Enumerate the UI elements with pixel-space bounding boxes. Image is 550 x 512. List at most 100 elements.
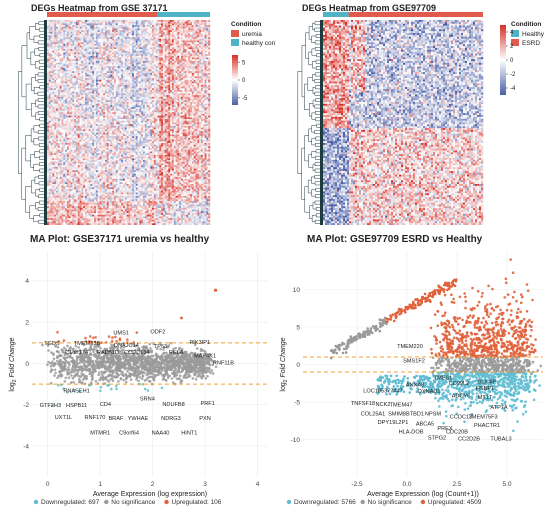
heatmap-cell [124, 72, 127, 75]
heatmap-cell [159, 81, 162, 84]
heatmap-cell [57, 79, 60, 82]
heatmap-cell [188, 54, 191, 57]
heatmap-cell [47, 107, 50, 110]
heatmap-cell [159, 28, 162, 31]
heatmap-cell [179, 71, 182, 74]
heatmap-cell [114, 55, 117, 58]
heatmap-cell [114, 95, 117, 98]
heatmap-cell [161, 112, 164, 115]
heatmap-cell [123, 47, 126, 50]
heatmap-cell [108, 59, 111, 62]
heatmap-cell [121, 31, 124, 34]
heatmap-cell [88, 95, 91, 98]
heatmap-cell [101, 26, 104, 29]
heatmap-cell [86, 66, 89, 69]
heatmap-cell [112, 61, 115, 63]
heatmap-cell [50, 107, 53, 110]
heatmap-cell [184, 71, 187, 74]
heatmap-cell [195, 79, 198, 82]
heatmap-cell [88, 47, 91, 50]
heatmap-cell [195, 64, 198, 67]
heatmap-cell [70, 54, 73, 57]
heatmap-cell [50, 38, 53, 41]
heatmap-cell [106, 45, 109, 48]
heatmap-cell [182, 31, 185, 34]
heatmap-cell [128, 33, 131, 36]
heatmap-cell [75, 47, 79, 50]
heatmap-cell [139, 33, 142, 36]
heatmap-cell [173, 72, 176, 75]
heatmap-cell [168, 108, 171, 111]
heatmap-cell [155, 98, 158, 101]
heatmap-cell [155, 26, 158, 29]
heatmap-cell [191, 43, 194, 46]
heatmap-cell [164, 21, 167, 24]
heatmap-cell [208, 81, 211, 84]
heatmap-cell [199, 45, 202, 48]
heatmap-cell [97, 71, 100, 74]
heatmap-cell [77, 55, 80, 58]
heatmap-cell [193, 38, 196, 41]
heatmap-cell [85, 25, 88, 28]
heatmap-cell [86, 40, 89, 43]
heatmap-cell [70, 69, 73, 72]
heatmap-cell [123, 67, 126, 70]
heatmap-cell [144, 62, 147, 65]
heatmap-cell [208, 49, 211, 51]
heatmap-cell [170, 37, 173, 40]
heatmap-cell [166, 88, 169, 91]
heatmap-cell [66, 100, 69, 103]
heatmap-cell [137, 74, 140, 77]
heatmap-cell [137, 96, 140, 99]
heatmap-cell [157, 66, 160, 69]
heatmap-cell [65, 38, 68, 41]
heatmap-cell [133, 30, 136, 33]
heatmap-cell [95, 20, 98, 22]
heatmap-cell [170, 49, 173, 51]
heatmap-cell [114, 107, 117, 110]
heatmap-cell [119, 55, 122, 58]
heatmap-cell [85, 102, 88, 104]
heatmap-cell [208, 62, 211, 65]
heatmap-cell [85, 20, 88, 22]
heatmap-cell [164, 110, 167, 113]
heatmap-cell [170, 57, 173, 60]
heatmap-cell [200, 45, 203, 48]
heatmap-cell [166, 86, 169, 89]
heatmap-cell [166, 25, 169, 28]
heatmap-cell [197, 50, 200, 53]
heatmap-cell [130, 105, 133, 108]
heatmap-cell [99, 72, 102, 75]
heatmap-cell [184, 66, 187, 69]
heatmap-cell [177, 93, 180, 96]
heatmap-cell [115, 33, 118, 36]
heatmap-cell [103, 91, 106, 94]
heatmap-cell [77, 61, 80, 63]
heatmap-cell [88, 40, 91, 43]
heatmap-cell [56, 40, 59, 43]
heatmap-cell [128, 38, 131, 41]
heatmap-cell [74, 26, 77, 29]
heatmap-cell [52, 110, 55, 113]
heatmap-cell [52, 35, 55, 38]
heatmap-cell [103, 88, 106, 91]
heatmap-cell [115, 23, 118, 26]
heatmap-cell [119, 21, 122, 24]
heatmap-cell [190, 25, 193, 28]
heatmap-cell [197, 69, 200, 72]
heatmap-cell [47, 57, 50, 60]
heatmap-cell [171, 108, 175, 111]
heatmap-cell [72, 64, 75, 67]
heatmap-cell [137, 110, 140, 113]
heatmap-cell [186, 81, 189, 84]
dendrogram-branch [39, 53, 44, 58]
heatmap-cell [181, 72, 184, 75]
heatmap-cell [162, 57, 165, 60]
heatmap-cell [171, 66, 175, 69]
dendrogram-branch [37, 111, 44, 115]
heatmap-cell [61, 76, 64, 79]
heatmap-cell [161, 79, 164, 82]
heatmap-cell [83, 62, 86, 65]
heatmap-cell [74, 66, 77, 69]
heatmap-cell [142, 37, 146, 40]
